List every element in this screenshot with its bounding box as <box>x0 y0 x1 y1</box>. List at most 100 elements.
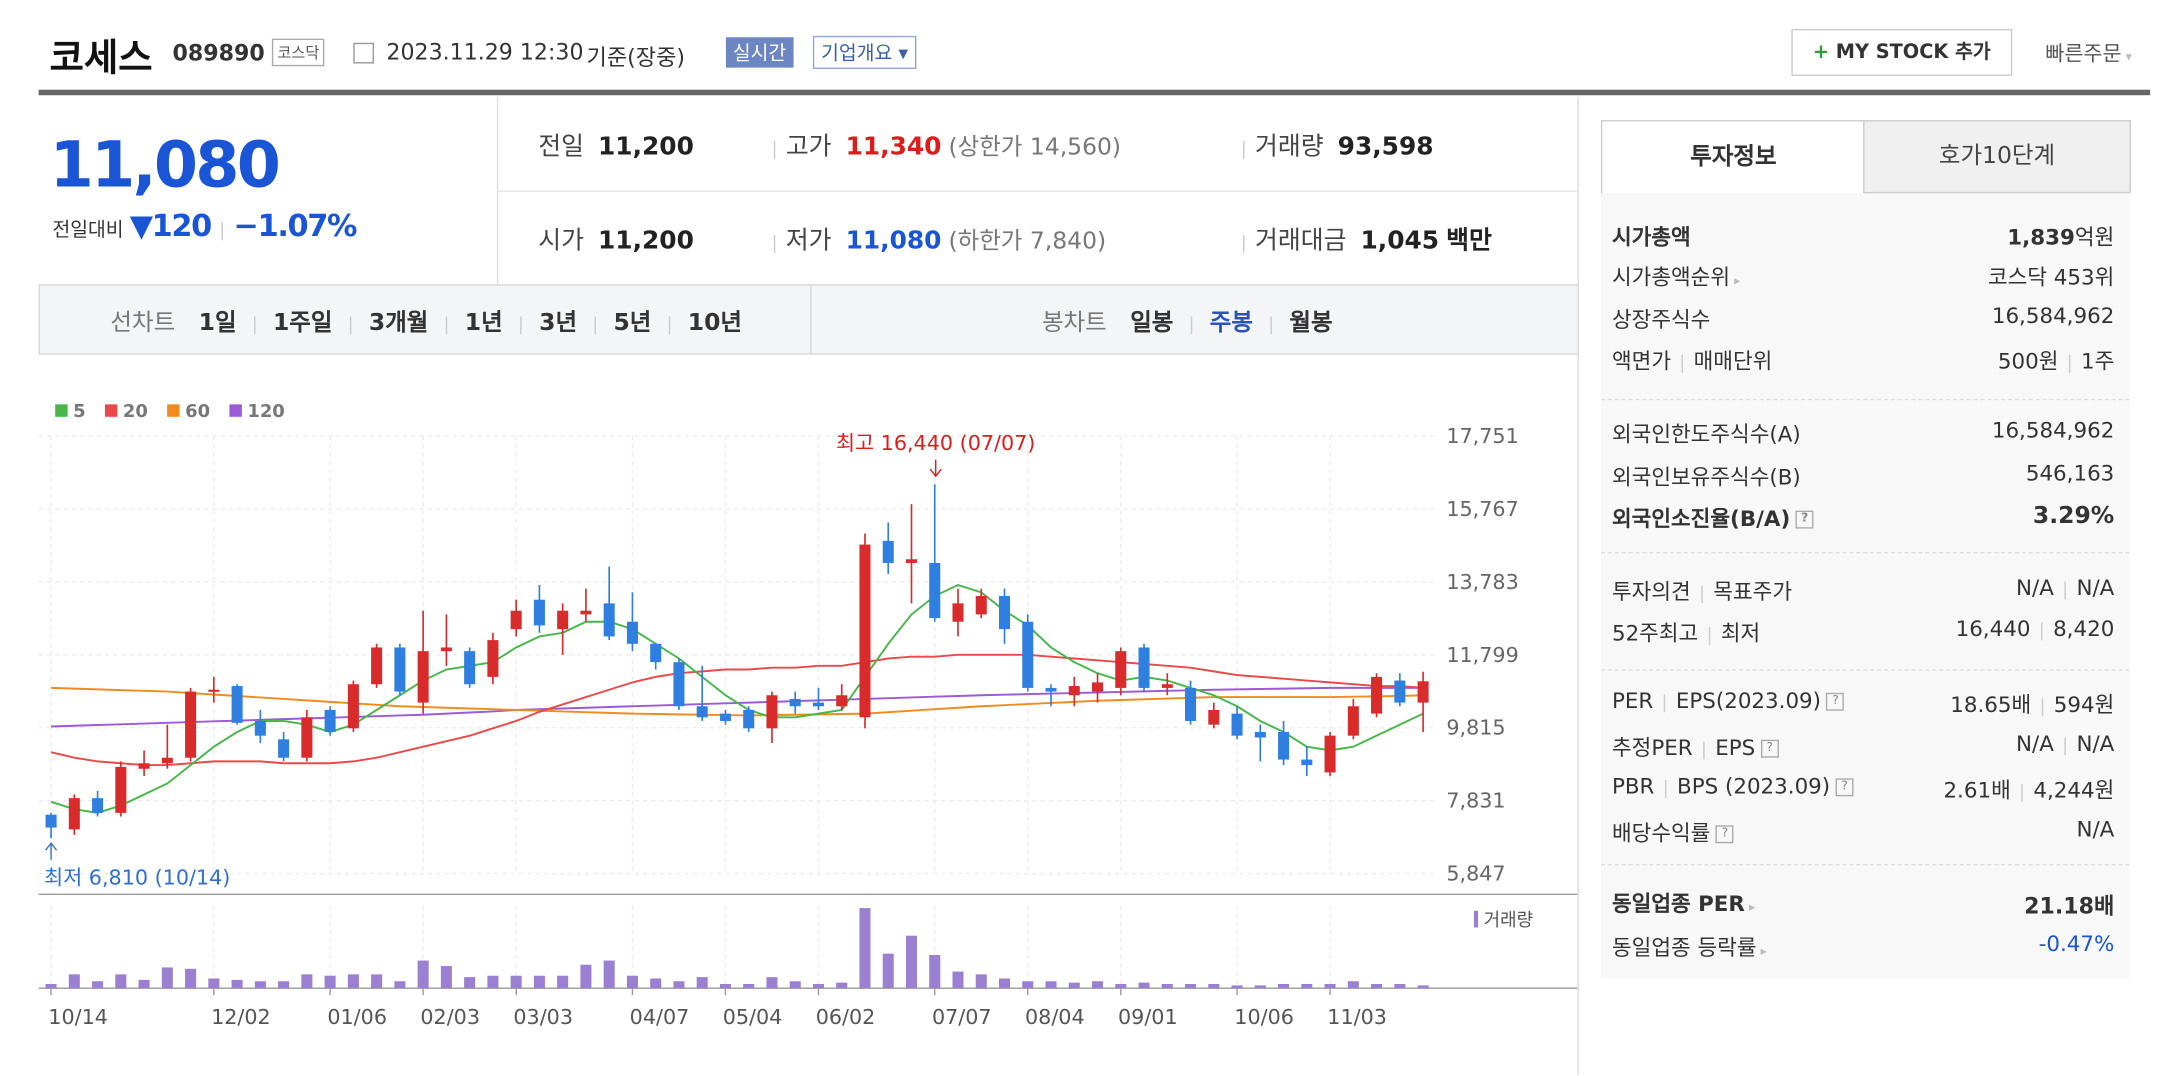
volume-bar <box>929 955 941 989</box>
row[interactable]: 동일업종 PER ▸ 21.18배 <box>1611 887 2114 920</box>
x-tick-label: 10/06 <box>1234 1005 1294 1029</box>
y-tick-label: 7,831 <box>1446 789 1505 813</box>
ma-line <box>50 653 1424 767</box>
line-chart-options: 선차트 1일 | 1주일 | 3개월 | 1년 | 3년 | 5년 | 10년 <box>110 302 749 337</box>
label: 동일업종 PER <box>1611 891 1745 917</box>
candle-body <box>464 651 476 685</box>
period-option[interactable]: 3개월 <box>368 309 429 337</box>
separator: | <box>1268 314 1275 336</box>
separator: | <box>251 314 258 336</box>
x-tick-label: 09/01 <box>1118 1005 1178 1029</box>
volume-bar <box>580 964 592 989</box>
candle-body <box>254 720 266 736</box>
legend-label: 60 <box>185 401 210 422</box>
volume-bar <box>812 984 824 989</box>
period-option[interactable]: 주봉 <box>1209 309 1253 337</box>
ma-line <box>50 583 1424 814</box>
value: N/A <box>2076 731 2115 757</box>
volume-bar <box>185 968 197 989</box>
candle-body <box>1138 647 1150 688</box>
volume-bar <box>743 984 755 989</box>
quick-order[interactable]: 빠른주문 ▾ <box>2045 41 2132 67</box>
row[interactable]: 동일업종 등락률 ▸ -0.47% <box>1611 931 2115 961</box>
period-option[interactable]: 5년 <box>613 309 652 337</box>
volume-bar <box>673 981 685 989</box>
period-option[interactable]: 1년 <box>464 309 503 337</box>
volume-bar <box>92 981 104 989</box>
value: 594원 <box>2053 692 2115 718</box>
mystock-button[interactable]: + MY STOCK 추가 <box>1791 28 2013 76</box>
x-tick-label: 08/04 <box>1025 1005 1085 1029</box>
period-option[interactable]: 월봉 <box>1289 309 1333 337</box>
candle-body <box>812 702 824 707</box>
chart: 거래량 5,847 7,831 9,815 11,799 13,783 15,767 17,… <box>38 401 1578 1029</box>
change-row: 전일대비 ▼120 | −1.07% <box>52 209 357 245</box>
volume-bar <box>1092 981 1104 989</box>
volume-bar <box>603 960 615 989</box>
candle-body <box>836 695 848 707</box>
period-option[interactable]: 1주일 <box>272 309 333 337</box>
volume-bar <box>1347 981 1359 989</box>
value: 4,244원 <box>2033 778 2115 804</box>
stat-label: 시가 <box>538 226 584 256</box>
separator: | <box>347 314 354 336</box>
volume-bar <box>533 975 545 989</box>
volume-bar <box>231 979 243 989</box>
mystock-text: MY STOCK 추가 <box>1835 41 1991 64</box>
volume-legend-icon <box>1473 910 1479 928</box>
volume-bar <box>1115 984 1127 989</box>
volume-bar <box>998 978 1011 989</box>
row: 배당수익률? N/A <box>1611 817 2115 847</box>
row: 상장주식수 16,584,962 <box>1612 304 2114 334</box>
candle-body <box>1301 759 1313 766</box>
period-option[interactable]: 일봉 <box>1130 309 1174 337</box>
candle-body <box>673 662 685 707</box>
candle-body <box>440 647 452 652</box>
candle-body <box>603 603 615 637</box>
volume-bar <box>138 979 150 989</box>
legend-label: 5 <box>73 401 85 422</box>
tab-invest[interactable]: 투자정보 <box>1600 120 1866 194</box>
overview-button[interactable]: 기업개요 ▾ <box>812 35 917 70</box>
volume-legend: 거래량 <box>1484 910 1534 931</box>
min-arrow <box>45 842 58 860</box>
x-tick-label: 11/03 <box>1327 1005 1387 1029</box>
label: 외국인한도주식수(A) <box>1611 422 1801 448</box>
tab-label: 선차트 <box>110 309 176 337</box>
candle-body <box>1417 681 1429 703</box>
period-option[interactable]: 3년 <box>539 309 578 337</box>
period-option[interactable]: 1일 <box>198 309 237 337</box>
candle-body <box>347 684 359 729</box>
candle-body <box>743 709 755 729</box>
legend-swatch <box>167 404 180 417</box>
current-price: 11,080 <box>49 126 281 202</box>
label: 추정PER <box>1611 735 1693 761</box>
candle-body <box>1324 735 1336 773</box>
tab-orderbook[interactable]: 호가10단계 <box>1863 120 2131 194</box>
value: 3.29% <box>2032 502 2115 530</box>
candle-body <box>952 603 964 622</box>
period-option[interactable]: 10년 <box>687 309 743 337</box>
label: 배당수익률 <box>1611 821 1711 847</box>
label: BPS (2023.09) <box>1677 774 1831 800</box>
quick-order-text: 빠른주문 <box>2045 41 2122 67</box>
volume-bar <box>254 981 266 989</box>
row: 외국인한도주식수(A) 16,584,962 <box>1612 418 2114 448</box>
row[interactable]: 시가총액순위 ▸ 코스닥 453위 <box>1612 261 2114 291</box>
volume-bar <box>1371 984 1383 989</box>
realtime-button[interactable]: 실시간 <box>725 37 794 68</box>
candle-body <box>998 596 1011 630</box>
candle-body <box>487 640 499 677</box>
volume-bar <box>1161 984 1173 989</box>
candle-body <box>1115 651 1127 688</box>
candle-body <box>766 695 778 729</box>
value: 16,584,962 <box>1991 303 2115 329</box>
y-tick-label: 9,815 <box>1446 716 1505 740</box>
candle-body <box>882 540 894 563</box>
volume-bar <box>394 981 406 989</box>
candle-body <box>1347 706 1359 736</box>
volume-bar <box>626 975 638 989</box>
volume-bar <box>1301 984 1313 989</box>
stat-label: 거래대금 <box>1255 226 1347 256</box>
